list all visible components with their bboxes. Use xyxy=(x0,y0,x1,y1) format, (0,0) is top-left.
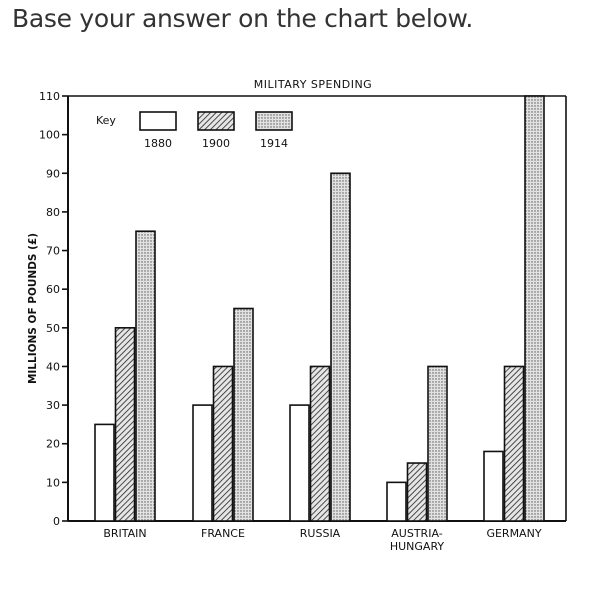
y-tick-label: 40 xyxy=(46,360,60,373)
bar-1880-germany xyxy=(483,450,504,522)
bar-1914-russia xyxy=(330,172,351,522)
labels: 0 10 20 30 40 50 60 70 80 90 100 110 MILITARY SPENDI… xyxy=(27,78,542,553)
bar-1880-russia xyxy=(289,404,310,522)
bar-1914-britain xyxy=(135,230,156,522)
legend-label-1880: 1880 xyxy=(144,137,172,150)
bar-1900-austria-hungary xyxy=(406,462,428,522)
bars xyxy=(94,95,545,522)
legend: Key 1880 1900 1914 xyxy=(96,111,293,150)
category-label: AUSTRIA- xyxy=(391,527,442,540)
bar-1914-austria-hungary xyxy=(427,365,448,522)
category-label: GERMANY xyxy=(486,527,541,540)
bar-1914-france xyxy=(233,307,254,522)
legend-label-1900: 1900 xyxy=(202,137,230,150)
category-label: FRANCE xyxy=(201,527,245,540)
legend-swatch-1880 xyxy=(139,111,177,131)
y-tick-label: 60 xyxy=(46,283,60,296)
legend-title: Key xyxy=(96,114,116,127)
y-tick-label: 0 xyxy=(53,515,60,528)
y-axis-label: MILLIONS OF POUNDS (£) xyxy=(27,233,39,384)
bar-1900-russia xyxy=(309,365,331,522)
y-tick-label: 50 xyxy=(46,322,60,335)
bar-1880-britain xyxy=(94,423,115,522)
y-tick-label: 10 xyxy=(46,476,60,489)
y-tick-label: 80 xyxy=(46,206,60,219)
legend-swatch-1914 xyxy=(255,111,293,131)
y-tick-label: 30 xyxy=(46,399,60,412)
y-tick-label: 110 xyxy=(39,90,60,103)
category-label: BRITAIN xyxy=(103,527,146,540)
y-tick-label: 100 xyxy=(39,129,60,142)
bar-1900-france xyxy=(212,365,234,522)
legend-swatch-1900 xyxy=(197,111,235,131)
bar-1900-britain xyxy=(114,327,136,522)
y-tick-label: 70 xyxy=(46,245,60,258)
y-tick-label: 90 xyxy=(46,167,60,180)
chart-title: MILITARY SPENDING xyxy=(254,78,372,91)
bar-1880-france xyxy=(192,404,213,522)
category-label: HUNGARY xyxy=(390,540,445,553)
y-tick-label: 20 xyxy=(46,438,60,451)
category-label: RUSSIA xyxy=(300,527,341,540)
legend-label-1914: 1914 xyxy=(260,137,288,150)
bar-1880-austria-hungary xyxy=(386,481,407,522)
bar-1914-germany xyxy=(524,95,545,522)
bar-1900-germany xyxy=(503,365,525,522)
prompt-text: Base your answer on the chart below. xyxy=(12,4,474,33)
